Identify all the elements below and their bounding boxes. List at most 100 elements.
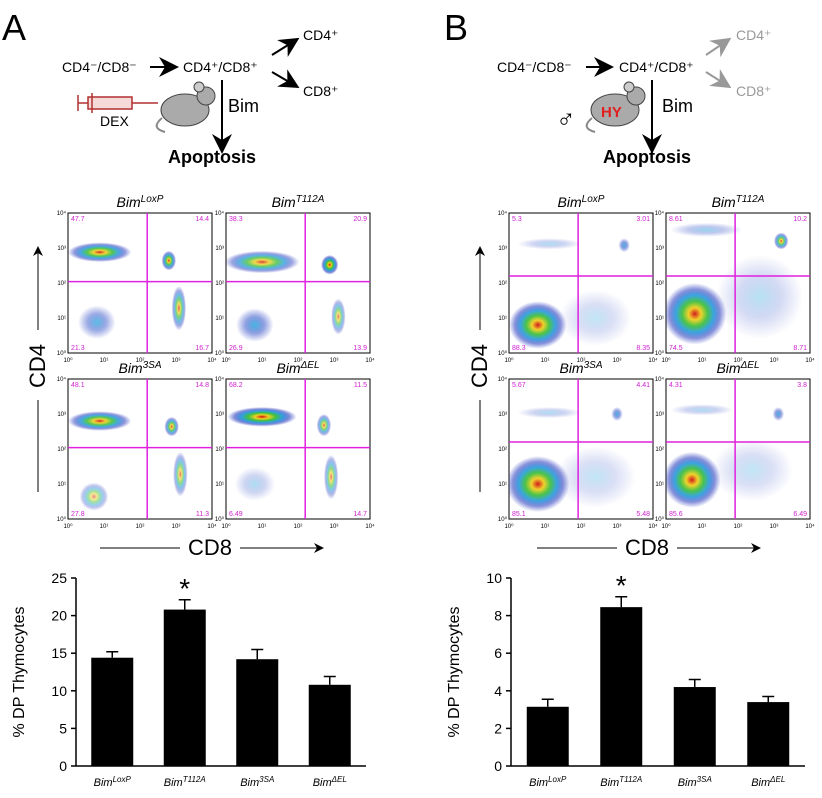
mouse-icon — [585, 81, 646, 133]
quadrant-percent: 3.01 — [636, 216, 650, 223]
treatment-label: DEX — [100, 113, 129, 129]
y-tick-label: 10⁴ — [655, 376, 665, 383]
population — [559, 290, 632, 346]
plot-title-base: Bim — [716, 360, 740, 376]
y-tick-label: 10² — [655, 281, 664, 287]
x-tick-label-sup: T112A — [619, 775, 642, 784]
quadrant-percent: 11.5 — [354, 382, 367, 389]
population — [712, 439, 793, 501]
y-tick-label: 10³ — [215, 412, 224, 418]
plot-title: BimT112A — [272, 194, 325, 211]
y-tick-label: 10¹ — [215, 482, 224, 488]
x-tick-label: BimT112A — [600, 775, 642, 790]
mediator-label: Bim — [662, 96, 693, 116]
population — [618, 238, 630, 253]
population — [171, 285, 187, 331]
event-density — [227, 407, 339, 501]
y-tick-label: 10³ — [57, 246, 66, 252]
x-tick-label: 10⁴ — [365, 523, 375, 530]
x-tick-label: BimLoxP — [94, 775, 132, 790]
x-tick-label: 10³ — [770, 358, 779, 364]
y-tick-label: 10³ — [215, 246, 224, 252]
population — [78, 305, 116, 340]
quadrant-percent: 5.67 — [512, 382, 526, 389]
y-tick-label: 10³ — [655, 246, 664, 252]
x-tick-label: 10¹ — [698, 524, 707, 530]
error-bar — [762, 695, 775, 703]
treatment-label: HY — [601, 104, 622, 121]
y-tick-label: 10² — [498, 447, 507, 453]
quadrant-percent: 27.8 — [71, 511, 85, 518]
population — [772, 407, 785, 421]
population — [509, 301, 567, 349]
event-density — [666, 404, 793, 508]
y-axis-label: CD4 — [467, 344, 492, 388]
x-tick-label: BimΔEL — [751, 775, 785, 790]
y-tick-label: 20 — [51, 608, 67, 624]
x-tick-label: 10⁴ — [648, 523, 658, 530]
x-tick-label: 10² — [734, 358, 743, 364]
y-tick-label: 10⁴ — [215, 376, 225, 383]
quadrant-percent: 14.8 — [195, 382, 209, 389]
y-axis-label: % DP Thymocytes — [11, 606, 28, 737]
y-tick-label: 15 — [51, 645, 67, 661]
x-tick-label-base: Bim — [164, 777, 183, 789]
y-tick-label: 25 — [51, 570, 67, 586]
significance-mark: * — [179, 573, 190, 604]
population — [161, 250, 176, 271]
bar — [308, 684, 351, 766]
population — [234, 467, 275, 501]
population — [517, 407, 581, 419]
outcome-label: Apoptosis — [168, 147, 256, 167]
y-tick-label: 10⁴ — [498, 376, 508, 383]
x-tick-label: Bim3SA — [678, 775, 712, 790]
quadrant-percent: 3.8 — [797, 382, 807, 389]
y-tick-label: 10² — [655, 447, 664, 453]
quadrant-percent: 85.1 — [512, 511, 526, 518]
quadrant-percent: 6.49 — [229, 511, 243, 518]
population — [509, 456, 570, 512]
sex-symbol: ♂ — [556, 104, 576, 134]
x-tick-label: 10⁰ — [661, 357, 671, 364]
y-tick-label: 10⁰ — [498, 516, 508, 523]
x-tick-label-base: Bim — [313, 777, 332, 789]
quadrant-percent: 20.9 — [353, 216, 367, 223]
quadrant-percent: 47.7 — [71, 216, 85, 223]
quadrant-percent: 4.31 — [669, 382, 683, 389]
population — [670, 404, 734, 416]
y-tick-label: 10 — [51, 683, 67, 699]
bar — [236, 659, 279, 766]
error-bar — [615, 596, 628, 608]
x-tick-label: 10⁴ — [648, 357, 658, 364]
y-tick-label: 10⁴ — [215, 210, 225, 217]
stage-label: CD4⁻/CD8⁻ — [62, 59, 137, 75]
population — [611, 407, 623, 421]
y-tick-label: 10⁰ — [215, 516, 225, 523]
bar — [163, 609, 206, 766]
x-tick-label-base: Bim — [529, 777, 548, 789]
y-axis-label: % DP Thymocytes — [446, 606, 463, 737]
arrow — [705, 37, 732, 58]
quadrant-percent: 74.5 — [669, 345, 683, 352]
y-tick-label: 10⁰ — [655, 350, 665, 357]
y-tick-label: 10¹ — [57, 482, 66, 488]
x-tick-label-base: Bim — [678, 777, 697, 789]
stage-label: CD4⁻/CD8⁻ — [497, 59, 572, 75]
plot-title-base: Bim — [712, 194, 736, 210]
stage-label: CD8⁺ — [736, 83, 771, 99]
error-bar — [251, 648, 264, 660]
x-tick-label-sup: ΔEL — [769, 775, 785, 784]
y-tick-label: 2 — [494, 720, 502, 736]
x-tick-label: 10² — [577, 524, 586, 530]
stage-label: CD4⁺/CD8⁺ — [619, 59, 694, 75]
error-bar — [106, 650, 119, 658]
x-tick-label: 10⁴ — [207, 357, 217, 364]
y-tick-label: 10⁰ — [655, 516, 665, 523]
quadrant-percent: 38.3 — [229, 216, 243, 223]
x-tick-label: 10³ — [330, 358, 339, 364]
quadrant-percent: 14.7 — [353, 511, 367, 518]
y-tick-label: 10³ — [498, 412, 507, 418]
y-tick-label: 10⁴ — [498, 210, 508, 217]
x-axis-label: CD8 — [188, 535, 232, 560]
x-tick-label: 10³ — [613, 524, 622, 530]
